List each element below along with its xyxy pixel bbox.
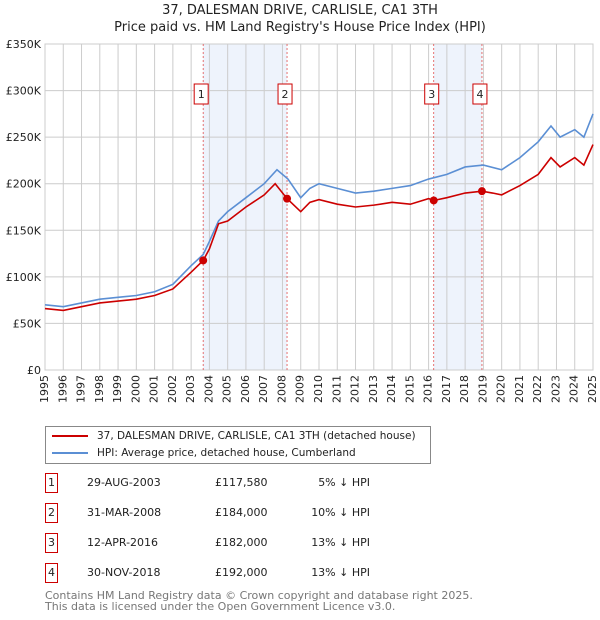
sale-hpi-diff: 13% ↓ HPI xyxy=(311,536,370,549)
sale-marker-label: 4 xyxy=(476,88,483,101)
sale-date: 31-MAR-2008 xyxy=(87,506,162,519)
sale-number-badge: 3 xyxy=(45,533,58,553)
legend: 37, DALESMAN DRIVE, CARLISLE, CA1 3TH (d… xyxy=(45,426,431,464)
x-tick-label: 2007 xyxy=(257,375,270,403)
y-tick-label: £100K xyxy=(6,271,42,284)
sale-marker-label: 2 xyxy=(282,88,289,101)
x-tick-label: 2008 xyxy=(275,375,288,403)
sale-point xyxy=(283,194,292,203)
sale-row: 4 30-NOV-2018 £192,000 13% ↓ HPI xyxy=(45,563,465,583)
y-tick-label: £300K xyxy=(6,85,42,98)
sale-marker-box xyxy=(277,83,293,105)
x-tick-label: 2019 xyxy=(476,375,489,403)
sale-price: £184,000 xyxy=(215,506,268,519)
sale-date: 12-APR-2016 xyxy=(87,536,159,549)
y-tick-label: £200K xyxy=(6,178,42,191)
x-tick-label: 1999 xyxy=(111,375,124,403)
sale-hpi-diff: 5% ↓ HPI xyxy=(318,476,370,489)
x-tick-label: 2000 xyxy=(129,375,142,403)
sale-row: 1 29-AUG-2003 £117,580 5% ↓ HPI xyxy=(45,473,465,493)
x-tick-label: 2006 xyxy=(239,375,252,403)
legend-swatch-hpi xyxy=(52,452,88,454)
x-tick-label: 2023 xyxy=(549,375,562,403)
x-tick-label: 2016 xyxy=(422,375,435,403)
sale-number-badge: 1 xyxy=(45,473,58,493)
sale-date: 30-NOV-2018 xyxy=(87,566,161,579)
x-tick-label: 2010 xyxy=(312,375,325,403)
y-tick-label: £350K xyxy=(6,38,42,51)
y-tick-label: £50K xyxy=(13,317,42,330)
x-tick-label: 2015 xyxy=(403,375,416,403)
y-tick-label: £150K xyxy=(6,224,42,237)
legend-label-property: 37, DALESMAN DRIVE, CARLISLE, CA1 3TH (d… xyxy=(97,430,416,442)
x-tick-label: 2024 xyxy=(568,375,581,403)
sale-marker-label: 3 xyxy=(428,88,435,101)
footer-licence: This data is licensed under the Open Gov… xyxy=(45,600,396,613)
x-tick-label: 2005 xyxy=(221,375,234,403)
x-tick-label: 1998 xyxy=(93,375,106,403)
sale-marker-box xyxy=(193,83,209,105)
property-price-line xyxy=(44,144,594,312)
plot-area: 1995 1996 1997 1998 1999 2000 2001 2002 2003 2004… xyxy=(6,38,599,403)
x-tick-label: 2001 xyxy=(148,375,161,403)
sale-row: 3 12-APR-2016 £182,000 13% ↓ HPI xyxy=(45,533,465,553)
sale-point xyxy=(477,187,486,196)
y-tick-label: £0 xyxy=(27,364,41,377)
legend-label-hpi: HPI: Average price, detached house, Cumb… xyxy=(97,447,356,459)
sale-point xyxy=(429,196,438,205)
sale-marker-label: 1 xyxy=(198,88,205,101)
x-tick-label: 2018 xyxy=(458,375,471,403)
x-tick-label: 2017 xyxy=(440,375,453,403)
sale-price: £117,580 xyxy=(215,476,268,489)
sale-row: 2 31-MAR-2008 £184,000 10% ↓ HPI xyxy=(45,503,465,523)
sale-price: £192,000 xyxy=(215,566,268,579)
x-tick-label: 2021 xyxy=(513,375,526,403)
x-tick-label: 1996 xyxy=(56,375,69,403)
chart-title: 37, DALESMAN DRIVE, CARLISLE, CA1 3TH xyxy=(162,3,438,18)
sale-hpi-diff: 10% ↓ HPI xyxy=(311,506,370,519)
x-tick-label: 1997 xyxy=(75,375,88,403)
x-tick-label: 2009 xyxy=(294,375,307,403)
sale-number-badge: 2 xyxy=(45,503,58,523)
x-tick-label: 2014 xyxy=(385,375,398,403)
x-tick-label: 2013 xyxy=(367,375,380,403)
sale-marker-box xyxy=(424,83,440,105)
legend-swatch-property xyxy=(52,435,88,437)
x-tick-label: 2004 xyxy=(202,375,215,403)
sale-point xyxy=(199,256,208,265)
x-tick-label: 2002 xyxy=(166,375,179,403)
x-tick-label: 2012 xyxy=(349,375,362,403)
sale-number-badge: 4 xyxy=(45,563,58,583)
chart-subtitle: Price paid vs. HM Land Registry's House … xyxy=(114,20,486,35)
x-tick-label: 2022 xyxy=(531,375,544,403)
sale-price: £182,000 xyxy=(215,536,268,549)
sale-marker-box xyxy=(472,83,488,105)
footer: Contains HM Land Registry data © Crown c… xyxy=(45,590,473,612)
plot-border xyxy=(44,43,594,371)
x-tick-label: 2003 xyxy=(184,375,197,403)
sale-date: 29-AUG-2003 xyxy=(87,476,161,489)
x-tick-label: 2020 xyxy=(495,375,508,403)
hpi-line xyxy=(44,113,594,308)
footer-copyright: Contains HM Land Registry data © Crown c… xyxy=(45,589,473,602)
sale-hpi-diff: 13% ↓ HPI xyxy=(311,566,370,579)
y-tick-label: £250K xyxy=(6,131,42,144)
x-tick-label: 2025 xyxy=(586,375,599,403)
x-tick-label: 2011 xyxy=(330,375,343,403)
x-tick-label: 1995 xyxy=(38,375,51,403)
